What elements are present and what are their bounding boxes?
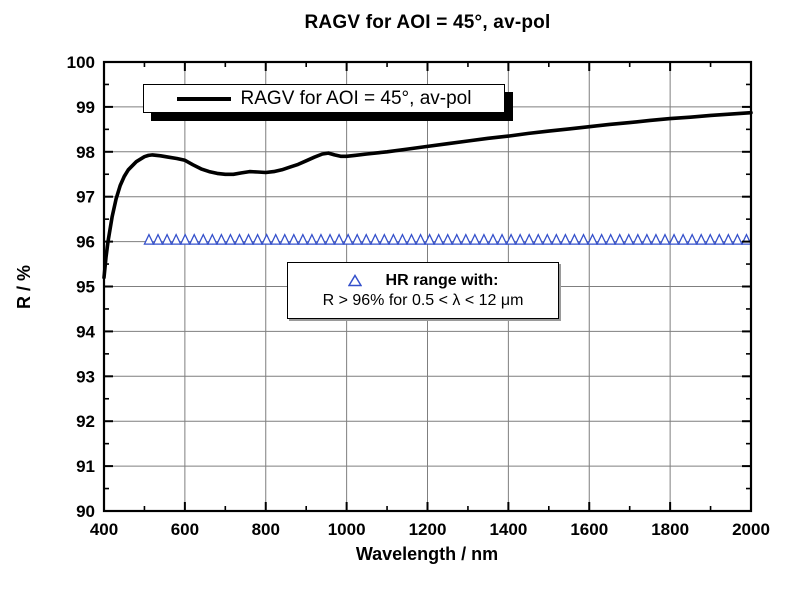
x-tick-label: 1200 — [409, 520, 447, 539]
legend-label: RAGV for AOI = 45°, av-pol — [240, 87, 472, 109]
legend-line-sample — [176, 96, 231, 101]
x-tick-label: 1000 — [328, 520, 366, 539]
y-tick-label: 90 — [76, 502, 95, 521]
annotation-detail: R > 96% for 0.5 < λ < 12 μm — [322, 291, 524, 309]
tick-marks — [103, 61, 752, 512]
x-tick-label: 800 — [252, 520, 280, 539]
reflectance-curve — [102, 110, 753, 280]
y-tick-label: 99 — [76, 98, 95, 117]
x-tick-label: 400 — [90, 520, 118, 539]
x-tick-labels: 400 600 800 1000 1200 1400 1600 1800 2000 — [90, 520, 770, 539]
hr-range-markers — [143, 233, 753, 245]
triangle-marker-icon — [347, 274, 362, 287]
annotation-row: HR range with: — [347, 271, 499, 290]
y-tick-labels: 90 91 92 93 94 95 96 97 98 99 100 — [67, 53, 96, 521]
x-tick-label: 600 — [171, 520, 199, 539]
chart-title: RAGV for AOI = 45°, av-pol — [304, 12, 551, 33]
y-tick-label: 98 — [76, 143, 95, 162]
x-tick-label: 1400 — [489, 520, 527, 539]
annotation-heading: HR range with: — [385, 271, 499, 289]
y-tick-label: 96 — [76, 233, 95, 252]
y-tick-label: 95 — [76, 278, 95, 297]
y-tick-label: 100 — [67, 53, 95, 72]
y-tick-label: 93 — [76, 367, 95, 386]
y-tick-label: 92 — [76, 412, 95, 431]
x-tick-label: 1800 — [651, 520, 689, 539]
y-tick-label: 97 — [76, 188, 95, 207]
y-tick-label: 94 — [76, 322, 95, 341]
x-tick-label: 2000 — [732, 520, 770, 539]
hr-range-annotation: HR range with: R > 96% for 0.5 < λ < 12 … — [287, 262, 559, 319]
y-tick-label: 91 — [76, 457, 95, 476]
x-tick-label: 1600 — [570, 520, 608, 539]
y-axis-label: R / % — [14, 265, 34, 309]
x-axis-label: Wavelength / nm — [356, 544, 498, 564]
legend-box: RAGV for AOI = 45°, av-pol — [143, 84, 505, 113]
